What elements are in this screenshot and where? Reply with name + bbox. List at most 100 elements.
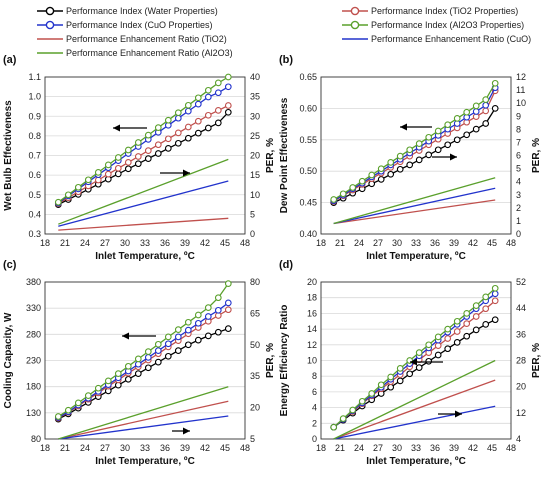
data-point xyxy=(330,196,338,203)
data-point xyxy=(124,146,132,154)
data-point xyxy=(482,101,490,109)
y-tick-label: 8 xyxy=(312,371,317,381)
y2-tick-label: 10 xyxy=(250,190,260,200)
data-point xyxy=(164,145,172,152)
data-point xyxy=(396,377,404,385)
legend-label: Performance Index (Al2O3 Properties) xyxy=(371,20,525,30)
x-tick-label: 42 xyxy=(200,443,210,453)
data-point xyxy=(453,136,461,144)
arrow-head xyxy=(455,410,462,418)
y-tick-label: 330 xyxy=(26,303,41,313)
data-point xyxy=(224,325,232,332)
data-point xyxy=(54,413,62,420)
data-point xyxy=(377,176,385,183)
data-point xyxy=(134,355,142,363)
x-tick-label: 48 xyxy=(506,443,516,453)
data-point xyxy=(224,299,232,307)
data-point xyxy=(154,358,162,366)
x-tick-label: 24 xyxy=(80,443,90,453)
series-line xyxy=(333,379,496,440)
x-tick-label: 18 xyxy=(40,443,50,453)
data-point xyxy=(339,190,347,198)
data-point xyxy=(415,349,423,356)
x-tick-label: 24 xyxy=(354,443,364,453)
data-point xyxy=(194,336,202,344)
data-point xyxy=(434,146,442,154)
series-line xyxy=(58,217,229,231)
legend-label: Performance Enhancement Ratio (CuO) xyxy=(371,34,532,44)
x-tick-label: 36 xyxy=(430,443,440,453)
y-tick-label: 18 xyxy=(307,293,317,303)
x-axis-label: Inlet Temperature, ºC xyxy=(366,251,466,262)
data-point xyxy=(194,129,202,137)
series-line xyxy=(333,187,496,225)
series-line xyxy=(333,177,496,225)
y2-tick-label: 15 xyxy=(250,170,260,180)
y2-tick-label: 50 xyxy=(250,340,260,350)
arrow-head xyxy=(400,123,407,131)
y-tick-label: 10 xyxy=(307,356,317,366)
legend-swatch xyxy=(342,6,368,16)
plot-frame xyxy=(44,281,246,440)
x-tick-label: 48 xyxy=(240,238,250,248)
series-line xyxy=(58,180,229,227)
data-point xyxy=(74,183,82,191)
data-point xyxy=(174,326,182,333)
data-point xyxy=(174,333,182,341)
legend-label: Performance Index (Water Properties) xyxy=(66,6,218,16)
data-point xyxy=(144,131,152,139)
data-point xyxy=(184,134,192,142)
data-point xyxy=(104,170,112,178)
y-tick-label: 80 xyxy=(31,434,41,444)
x-tick-label: 39 xyxy=(180,443,190,453)
y2-tick-label: 12 xyxy=(516,72,526,82)
x-tick-label: 21 xyxy=(335,443,345,453)
y2-tick-label: 52 xyxy=(516,277,526,287)
data-point xyxy=(444,325,452,333)
data-point xyxy=(387,383,395,391)
x-tick-label: 27 xyxy=(100,443,110,453)
y-tick-label: 0.45 xyxy=(299,198,317,208)
panel-label: (c) xyxy=(3,259,17,271)
data-point xyxy=(330,423,338,431)
data-point xyxy=(94,169,102,176)
data-point xyxy=(164,333,172,341)
data-point xyxy=(214,107,222,114)
data-point xyxy=(144,354,152,361)
legend-swatch xyxy=(37,6,63,16)
legend-swatch xyxy=(342,20,368,30)
data-point xyxy=(214,79,222,87)
data-point xyxy=(368,390,376,397)
legend-label: Performance Enhancement Ratio (TiO2) xyxy=(66,34,227,44)
x-tick-label: 18 xyxy=(316,238,326,248)
x-tick-label: 39 xyxy=(449,238,459,248)
data-point xyxy=(184,341,192,349)
y2-tick-label: 2 xyxy=(516,203,521,213)
arrow-head xyxy=(410,358,417,366)
data-point xyxy=(453,317,461,325)
y-tick-label: 1.0 xyxy=(28,92,41,102)
y2-tick-label: 0 xyxy=(516,229,521,239)
data-point xyxy=(482,107,490,115)
data-point xyxy=(444,335,452,342)
x-tick-label: 45 xyxy=(487,443,497,453)
data-point xyxy=(194,117,202,125)
data-point xyxy=(114,164,122,172)
plot-frame xyxy=(320,76,512,235)
data-point xyxy=(114,170,122,178)
panel-label: (a) xyxy=(3,54,17,66)
series-line xyxy=(57,283,229,418)
legend-label: Performance Index (CuO Properties) xyxy=(66,20,213,30)
data-point xyxy=(453,328,461,335)
data-point xyxy=(104,161,112,169)
data-point xyxy=(164,135,172,143)
chart-panel: (a) 0.3 0.4 0.5 0.6 0.7 0.8 0.9 1.0 1.1 0 5 10 15 20 25… xyxy=(3,54,276,262)
data-point xyxy=(204,86,212,94)
data-point xyxy=(444,121,452,129)
data-point xyxy=(214,306,222,314)
data-point xyxy=(184,123,192,131)
data-point xyxy=(204,111,212,119)
data-point xyxy=(214,328,222,336)
x-tick-label: 18 xyxy=(316,443,326,453)
